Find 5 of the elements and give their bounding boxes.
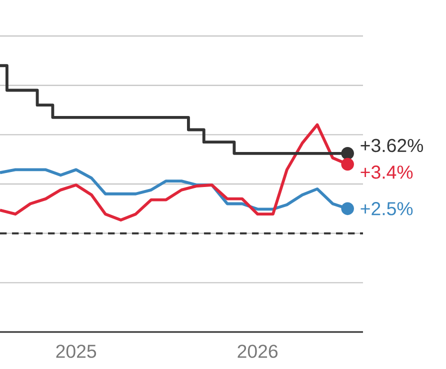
data-label: +3.4% [360,166,413,179]
x-tick-label: 2025 [56,344,96,358]
x-tick-label: 2026 [238,344,278,358]
data-label: +2.5% [360,202,413,216]
data-label: +3.62% [360,138,424,152]
